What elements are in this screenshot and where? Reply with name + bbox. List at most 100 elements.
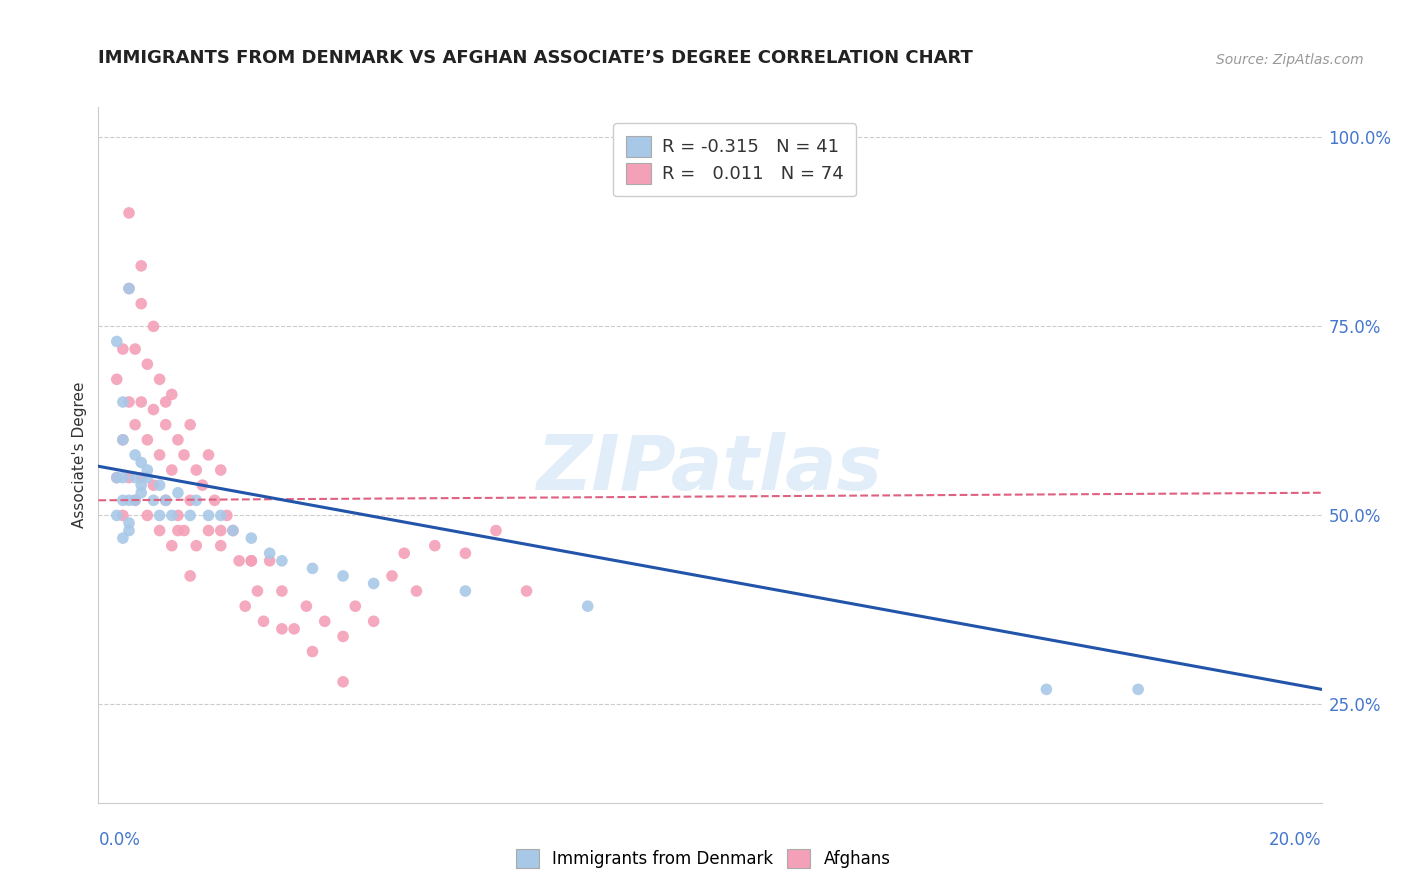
Point	[155, 417, 177, 432]
Point	[186, 463, 208, 477]
Text: 20.0%: 20.0%	[1270, 830, 1322, 848]
Point	[259, 546, 281, 560]
Point	[155, 493, 177, 508]
Point	[295, 599, 318, 614]
Point	[124, 493, 146, 508]
Point	[215, 508, 238, 523]
Point	[405, 584, 427, 599]
Point	[136, 470, 159, 484]
Point	[423, 539, 446, 553]
Point	[118, 516, 141, 530]
Text: Source: ZipAtlas.com: Source: ZipAtlas.com	[1216, 53, 1364, 67]
Point	[136, 463, 159, 477]
Point	[332, 569, 354, 583]
Point	[160, 508, 183, 523]
Legend: Immigrants from Denmark, Afghans: Immigrants from Denmark, Afghans	[509, 842, 897, 875]
Point	[118, 493, 141, 508]
Point	[111, 433, 134, 447]
Point	[142, 402, 165, 417]
Point	[228, 554, 250, 568]
Point	[124, 342, 146, 356]
Point	[454, 546, 477, 560]
Point	[332, 629, 354, 643]
Point	[197, 524, 219, 538]
Point	[111, 342, 134, 356]
Point	[454, 584, 477, 599]
Point	[209, 508, 232, 523]
Point	[129, 296, 152, 310]
Point	[246, 584, 269, 599]
Point	[222, 524, 245, 538]
Point	[118, 395, 141, 409]
Point	[111, 470, 134, 484]
Point	[363, 615, 385, 629]
Point	[381, 569, 404, 583]
Legend: R = -0.315   N = 41, R =   0.011   N = 74: R = -0.315 N = 41, R = 0.011 N = 74	[613, 123, 856, 196]
Point	[270, 622, 292, 636]
Point	[167, 485, 190, 500]
Point	[392, 546, 416, 560]
Point	[136, 357, 159, 371]
Point	[179, 508, 201, 523]
Point	[167, 524, 190, 538]
Point	[136, 508, 159, 523]
Point	[105, 372, 128, 386]
Point	[105, 334, 128, 349]
Point	[167, 433, 190, 447]
Point	[167, 508, 190, 523]
Point	[209, 539, 232, 553]
Point	[209, 524, 232, 538]
Point	[1128, 682, 1150, 697]
Point	[209, 463, 232, 477]
Point	[129, 485, 152, 500]
Point	[179, 417, 201, 432]
Point	[160, 539, 183, 553]
Point	[149, 372, 172, 386]
Point	[186, 493, 208, 508]
Point	[240, 554, 263, 568]
Point	[314, 615, 336, 629]
Point	[118, 206, 141, 220]
Text: ZIPatlas: ZIPatlas	[537, 432, 883, 506]
Point	[179, 493, 201, 508]
Point	[105, 470, 128, 484]
Point	[105, 508, 128, 523]
Point	[485, 524, 508, 538]
Point	[516, 584, 538, 599]
Point	[136, 433, 159, 447]
Point	[204, 493, 226, 508]
Point	[252, 615, 274, 629]
Y-axis label: Associate's Degree: Associate's Degree	[72, 382, 87, 528]
Point	[240, 531, 263, 545]
Point	[129, 259, 152, 273]
Point	[111, 508, 134, 523]
Point	[142, 478, 165, 492]
Point	[118, 281, 141, 295]
Point	[129, 470, 152, 484]
Point	[149, 524, 172, 538]
Point	[270, 554, 292, 568]
Point	[129, 455, 152, 469]
Point	[173, 524, 195, 538]
Point	[576, 599, 599, 614]
Point	[197, 448, 219, 462]
Point	[301, 644, 323, 658]
Point	[129, 478, 152, 492]
Point	[332, 674, 354, 689]
Point	[197, 508, 219, 523]
Point	[124, 417, 146, 432]
Point	[149, 478, 172, 492]
Point	[111, 433, 134, 447]
Point	[160, 463, 183, 477]
Point	[270, 584, 292, 599]
Point	[173, 448, 195, 462]
Point	[160, 387, 183, 401]
Point	[1035, 682, 1057, 697]
Point	[259, 554, 281, 568]
Point	[124, 493, 146, 508]
Point	[124, 448, 146, 462]
Point	[240, 554, 263, 568]
Point	[186, 539, 208, 553]
Text: 0.0%: 0.0%	[98, 830, 141, 848]
Point	[222, 524, 245, 538]
